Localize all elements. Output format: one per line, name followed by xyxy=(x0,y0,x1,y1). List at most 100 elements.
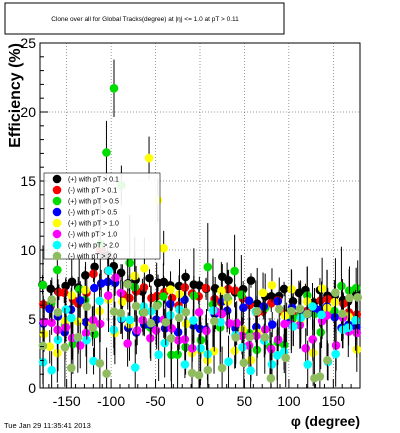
y-tick-label: 0 xyxy=(28,380,36,396)
data-point xyxy=(323,295,333,304)
data-point xyxy=(217,363,227,373)
data-point xyxy=(66,313,76,323)
x-tick-label: -100 xyxy=(97,393,125,409)
data-point xyxy=(47,295,57,304)
data-point xyxy=(95,296,104,306)
data-point xyxy=(203,262,213,272)
data-point xyxy=(116,268,126,278)
data-point xyxy=(352,328,362,338)
data-point xyxy=(259,302,269,311)
data-point xyxy=(81,285,90,295)
data-point xyxy=(109,84,119,93)
chart-title: Clone over all for Global Tracks(degree)… xyxy=(51,16,239,23)
legend-marker xyxy=(52,207,62,217)
data-point xyxy=(47,318,56,327)
data-point xyxy=(195,281,204,290)
data-point xyxy=(246,366,255,375)
data-point xyxy=(308,302,317,311)
data-point xyxy=(246,276,256,285)
data-point xyxy=(224,357,233,367)
data-point xyxy=(217,272,227,282)
data-point xyxy=(123,339,132,348)
data-point xyxy=(217,309,227,319)
legend-marker xyxy=(52,185,62,195)
data-point xyxy=(301,343,311,353)
data-point xyxy=(109,307,119,316)
data-point xyxy=(295,304,305,314)
data-point xyxy=(267,320,277,329)
legend-label: (-) with pT > 0.5 xyxy=(68,210,117,217)
x-axis-ticks: -150 -100 -50 0 50 100 150 xyxy=(48,379,352,409)
series-7 xyxy=(38,258,363,388)
legend-label: (+) with pT > 1.0 xyxy=(68,221,119,228)
data-point xyxy=(280,319,289,329)
data-point xyxy=(167,324,176,333)
data-point xyxy=(123,279,133,289)
data-point xyxy=(345,293,354,303)
data-point xyxy=(230,266,239,276)
data-point xyxy=(116,308,126,318)
data-point xyxy=(189,316,198,325)
x-tick-label: 150 xyxy=(322,393,346,409)
data-point xyxy=(130,363,140,372)
data-point xyxy=(102,369,111,378)
data-point xyxy=(173,350,182,359)
data-point xyxy=(353,292,363,302)
data-point xyxy=(146,318,156,328)
data-point xyxy=(181,272,190,282)
x-tick-label: 0 xyxy=(196,393,204,409)
data-point xyxy=(274,304,284,314)
data-point xyxy=(174,335,183,345)
legend-marker xyxy=(52,251,62,261)
data-point xyxy=(260,333,270,342)
y-axis-ticks: 0 5 10 15 20 25 xyxy=(20,35,48,396)
legend-marker xyxy=(52,229,62,239)
data-point xyxy=(125,315,135,325)
data-point xyxy=(230,286,240,295)
data-point xyxy=(343,323,353,332)
legend-label: (+) with pT > 0.5 xyxy=(68,199,119,206)
data-point xyxy=(187,368,197,378)
data-point xyxy=(252,306,262,316)
data-point xyxy=(302,309,312,319)
data-point xyxy=(88,323,98,333)
data-point xyxy=(96,279,106,288)
data-point xyxy=(272,351,282,360)
data-points xyxy=(38,59,363,388)
data-point xyxy=(323,355,332,365)
data-point xyxy=(281,353,291,363)
data-point xyxy=(258,288,268,298)
data-point xyxy=(201,283,211,293)
data-point xyxy=(317,310,326,320)
x-axis-label: φ (degree) xyxy=(291,413,360,429)
y-tick-label: 15 xyxy=(20,173,36,189)
data-point xyxy=(231,333,241,342)
data-point xyxy=(154,350,163,360)
data-point xyxy=(159,292,168,301)
y-tick-label: 20 xyxy=(20,104,36,120)
data-point xyxy=(61,305,71,314)
data-point xyxy=(59,288,69,298)
data-point xyxy=(118,297,127,307)
x-tick-label: -50 xyxy=(145,393,165,409)
y-axis-label: Efficiency (%) xyxy=(7,43,24,148)
data-point xyxy=(331,349,340,359)
data-point xyxy=(222,293,232,302)
timestamp: Tue Jan 29 11:35:41 2013 xyxy=(4,421,91,430)
data-point xyxy=(266,374,276,383)
data-point xyxy=(181,307,191,317)
data-point xyxy=(194,370,204,380)
data-point xyxy=(287,306,296,316)
data-point xyxy=(75,296,85,305)
data-point xyxy=(232,318,241,328)
data-point xyxy=(67,363,76,373)
data-point xyxy=(202,326,211,336)
data-point xyxy=(237,290,246,299)
data-point xyxy=(181,342,190,352)
data-point xyxy=(45,342,55,352)
data-point xyxy=(303,360,313,369)
data-point xyxy=(230,346,240,356)
data-point xyxy=(296,313,306,323)
data-point xyxy=(103,291,113,300)
data-point xyxy=(46,284,55,294)
